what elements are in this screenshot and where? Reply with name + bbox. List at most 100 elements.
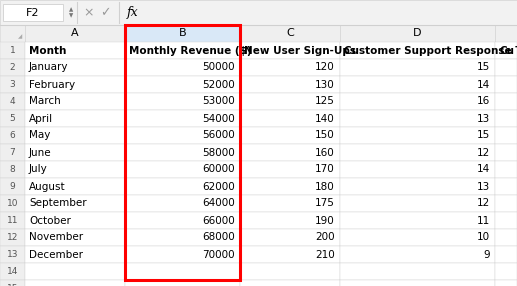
Bar	[240, 178, 340, 195]
Bar	[25, 246, 125, 263]
Bar	[340, 144, 495, 161]
Bar	[0, 144, 25, 161]
Text: 50000: 50000	[202, 63, 235, 72]
Bar	[240, 127, 340, 144]
Text: 1: 1	[10, 46, 16, 55]
Bar	[240, 263, 340, 280]
Bar	[25, 76, 125, 93]
Text: October: October	[29, 215, 71, 225]
Bar	[0, 195, 25, 212]
Text: 64000: 64000	[202, 198, 235, 208]
Bar	[240, 93, 340, 110]
Bar	[240, 25, 340, 42]
Bar	[0, 42, 25, 59]
Text: 62000: 62000	[202, 182, 235, 192]
Bar	[125, 93, 240, 110]
Text: fx: fx	[127, 6, 139, 19]
Bar	[0, 59, 25, 76]
Text: 60000: 60000	[202, 164, 235, 174]
Bar	[340, 229, 495, 246]
Bar	[25, 212, 125, 229]
Bar	[25, 229, 125, 246]
Bar	[340, 263, 495, 280]
Text: 150: 150	[315, 130, 335, 140]
Text: 210: 210	[315, 249, 335, 259]
Bar	[25, 161, 125, 178]
Bar	[495, 110, 517, 127]
Bar	[495, 161, 517, 178]
Bar	[25, 263, 125, 280]
Bar	[25, 195, 125, 212]
Text: June: June	[29, 148, 52, 158]
Bar	[125, 246, 240, 263]
Text: ▼: ▼	[69, 13, 73, 18]
Bar	[0, 229, 25, 246]
Bar	[340, 59, 495, 76]
Text: 14: 14	[477, 80, 490, 90]
Bar	[125, 76, 240, 93]
Bar	[495, 127, 517, 144]
Text: 125: 125	[315, 96, 335, 106]
Text: 11: 11	[477, 215, 490, 225]
Text: 6: 6	[10, 131, 16, 140]
Bar	[340, 110, 495, 127]
Text: November: November	[29, 233, 83, 243]
Text: August: August	[29, 182, 66, 192]
Text: July: July	[29, 164, 48, 174]
Text: 68000: 68000	[202, 233, 235, 243]
Bar	[25, 144, 125, 161]
Text: 15: 15	[477, 130, 490, 140]
Bar	[495, 212, 517, 229]
Bar	[125, 280, 240, 286]
Bar	[240, 161, 340, 178]
Bar	[125, 195, 240, 212]
Bar	[125, 229, 240, 246]
Text: Cu: Cu	[499, 45, 514, 55]
Text: D: D	[413, 29, 422, 39]
Text: 10: 10	[477, 233, 490, 243]
Text: Month: Month	[29, 45, 66, 55]
Bar	[25, 93, 125, 110]
Bar	[125, 263, 240, 280]
Text: 14: 14	[477, 164, 490, 174]
Text: 140: 140	[315, 114, 335, 124]
Bar	[340, 127, 495, 144]
Bar	[125, 212, 240, 229]
Text: New User Sign-Ups: New User Sign-Ups	[244, 45, 356, 55]
Text: 12: 12	[7, 233, 18, 242]
Bar	[340, 161, 495, 178]
Text: 170: 170	[315, 164, 335, 174]
Text: 8: 8	[10, 165, 16, 174]
Bar	[25, 127, 125, 144]
Bar	[0, 178, 25, 195]
Text: April: April	[29, 114, 53, 124]
Bar	[340, 280, 495, 286]
Text: 3: 3	[10, 80, 16, 89]
Text: 70000: 70000	[202, 249, 235, 259]
Text: 66000: 66000	[202, 215, 235, 225]
Bar	[25, 42, 125, 59]
Text: 56000: 56000	[202, 130, 235, 140]
Bar	[125, 42, 240, 59]
Bar	[0, 280, 25, 286]
Bar	[25, 110, 125, 127]
Text: 130: 130	[315, 80, 335, 90]
Bar	[240, 229, 340, 246]
Bar	[240, 212, 340, 229]
Text: 5: 5	[10, 114, 16, 123]
Bar	[340, 195, 495, 212]
Text: 54000: 54000	[202, 114, 235, 124]
Text: 200: 200	[315, 233, 335, 243]
Text: February: February	[29, 80, 75, 90]
Bar	[125, 161, 240, 178]
Bar	[25, 59, 125, 76]
Bar	[495, 280, 517, 286]
Bar	[495, 195, 517, 212]
Bar	[125, 144, 240, 161]
Text: 7: 7	[10, 148, 16, 157]
Bar	[495, 25, 517, 42]
Bar	[240, 246, 340, 263]
Bar	[125, 178, 240, 195]
Bar	[240, 144, 340, 161]
Bar	[340, 93, 495, 110]
